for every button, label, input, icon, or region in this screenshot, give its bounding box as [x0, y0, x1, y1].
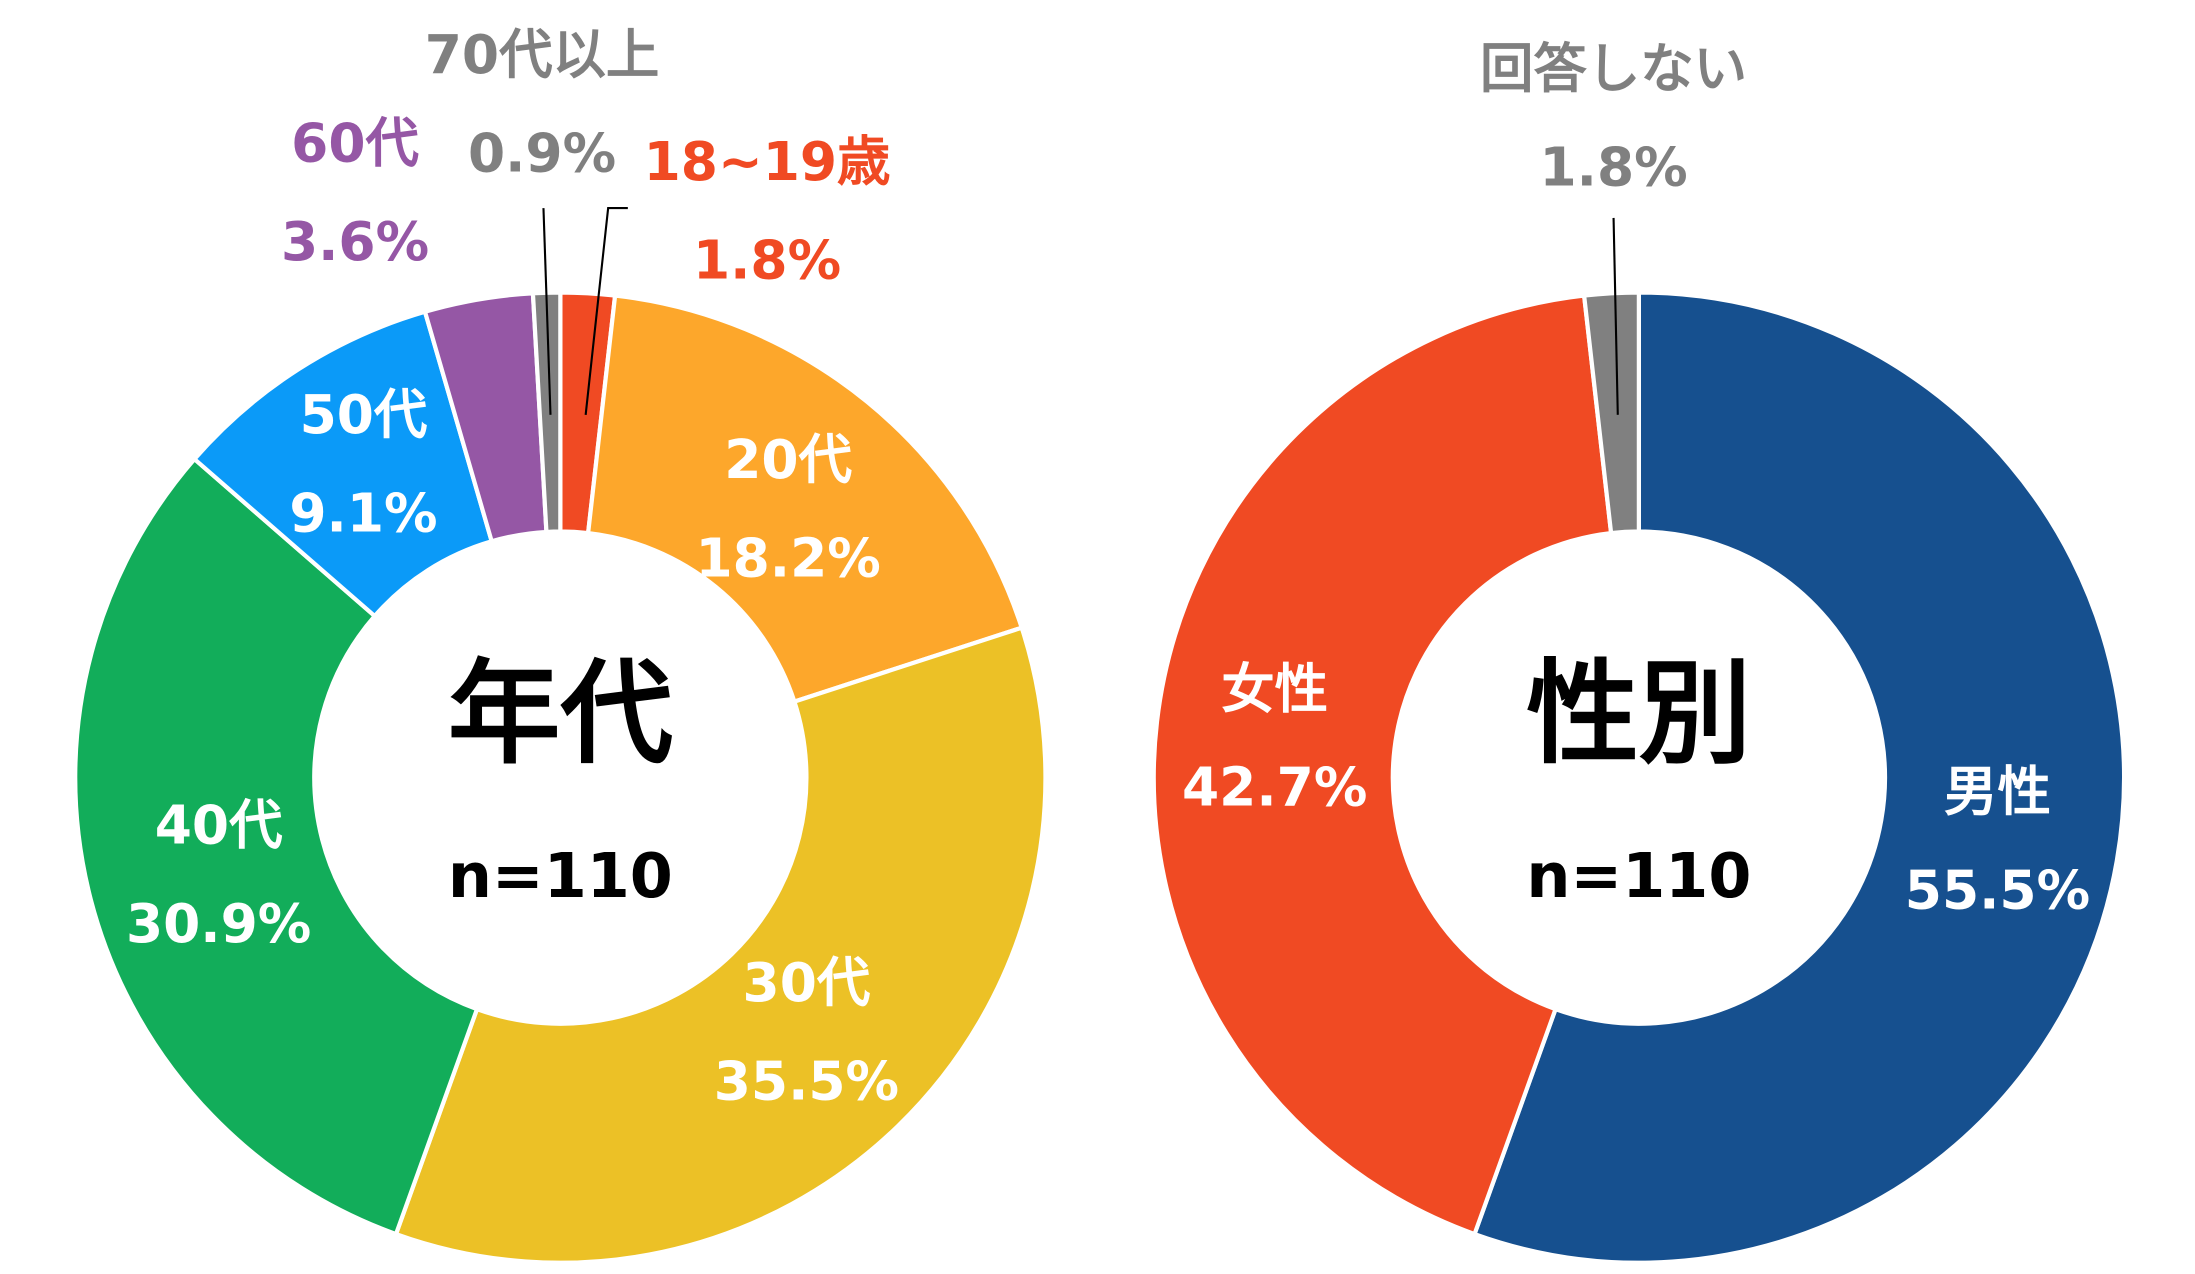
leader-line-18-19 [584, 207, 628, 415]
center-title-age: 年代 [448, 648, 673, 779]
label-male: 男性 [1944, 760, 2051, 823]
value-50s: 9.1% [289, 482, 437, 545]
donut-slice [393, 625, 1048, 1265]
label-20s: 20代 [724, 428, 852, 491]
donut-slice [73, 456, 480, 1237]
label-50s: 50代 [300, 383, 428, 446]
donut-slice [530, 290, 563, 535]
center-n-gender: n=110 [1526, 840, 1751, 912]
donut-slice [1471, 290, 2127, 1265]
value-female: 42.7% [1182, 756, 1367, 819]
value-70s-plus: 0.9% [468, 122, 616, 185]
label-70s-plus: 70代以上 [425, 23, 660, 86]
age-donut [73, 290, 1048, 1265]
label-female: 女性 [1221, 657, 1328, 720]
center-n-age: n=110 [448, 840, 673, 912]
value-40s: 30.9% [126, 892, 311, 955]
label-no-answer: 回答しない [1480, 37, 1747, 100]
label-30s: 30代 [743, 951, 871, 1014]
value-20s: 18.2% [695, 527, 880, 590]
value-male: 55.5% [1905, 858, 2090, 921]
value-18-19: 1.8% [693, 228, 841, 291]
label-60s: 60代 [291, 112, 419, 175]
donut-slice [191, 309, 495, 620]
donut-slice [1151, 293, 1614, 1237]
label-40s: 40代 [155, 794, 283, 857]
donut-slice [585, 293, 1025, 705]
value-no-answer: 1.8% [1539, 136, 1687, 199]
gender-donut [1151, 290, 2127, 1265]
center-title-gender: 性別 [1526, 648, 1751, 779]
leader-line-no-answer [1612, 217, 1619, 415]
donut-slice [1581, 290, 1641, 536]
leader-line-70s [542, 208, 552, 415]
label-18-19: 18~19歳 [644, 130, 891, 193]
value-60s: 3.6% [281, 210, 429, 273]
value-30s: 35.5% [714, 1050, 899, 1113]
